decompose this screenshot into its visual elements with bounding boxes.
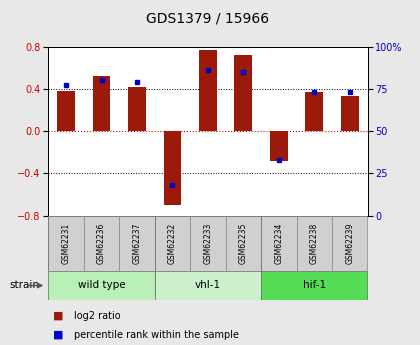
Text: hif-1: hif-1 xyxy=(303,280,326,290)
Bar xyxy=(261,216,297,271)
Bar xyxy=(93,76,110,131)
Text: GSM62232: GSM62232 xyxy=(168,223,177,264)
Bar xyxy=(190,216,226,271)
Bar xyxy=(155,216,190,271)
Bar xyxy=(84,216,119,271)
Bar xyxy=(119,216,155,271)
Text: GSM62235: GSM62235 xyxy=(239,223,248,264)
Text: wild type: wild type xyxy=(78,280,125,290)
Text: percentile rank within the sample: percentile rank within the sample xyxy=(74,330,239,339)
Bar xyxy=(305,92,323,131)
Bar xyxy=(270,131,288,161)
Bar xyxy=(226,216,261,271)
Text: ■: ■ xyxy=(52,330,63,339)
Bar xyxy=(163,131,181,205)
Bar xyxy=(128,87,146,131)
Text: GSM62238: GSM62238 xyxy=(310,223,319,264)
Bar xyxy=(332,216,368,271)
Text: GSM62233: GSM62233 xyxy=(203,223,213,264)
Text: strain: strain xyxy=(10,280,40,290)
Bar xyxy=(234,55,252,131)
Bar xyxy=(341,96,359,131)
Text: GSM62237: GSM62237 xyxy=(132,223,142,264)
Bar xyxy=(48,271,155,300)
Text: log2 ratio: log2 ratio xyxy=(74,311,120,321)
Text: vhl-1: vhl-1 xyxy=(195,280,221,290)
Text: GDS1379 / 15966: GDS1379 / 15966 xyxy=(146,12,270,26)
Bar xyxy=(261,271,368,300)
Bar xyxy=(297,216,332,271)
Text: GSM62234: GSM62234 xyxy=(274,223,284,264)
Bar xyxy=(57,91,75,131)
Bar xyxy=(155,271,261,300)
Bar xyxy=(48,216,84,271)
Text: ■: ■ xyxy=(52,311,63,321)
Text: GSM62236: GSM62236 xyxy=(97,223,106,264)
Text: GSM62231: GSM62231 xyxy=(62,223,71,264)
Text: GSM62239: GSM62239 xyxy=(345,223,354,264)
Bar xyxy=(199,50,217,131)
